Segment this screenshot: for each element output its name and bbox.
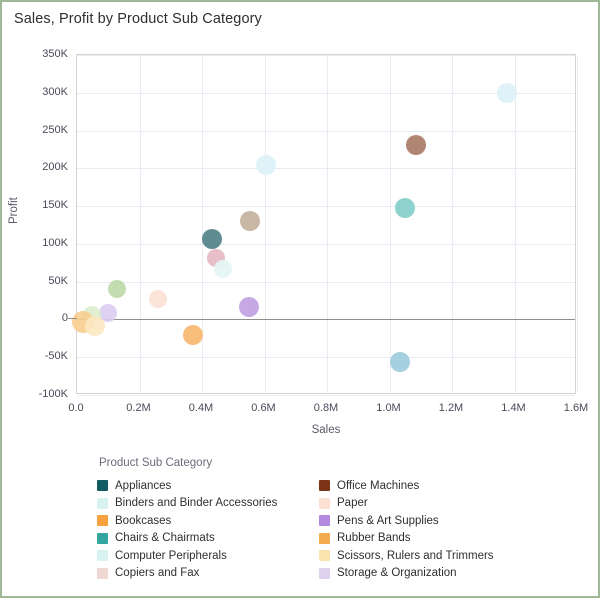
y-tick-label: 200K — [42, 161, 68, 174]
legend-item[interactable]: Office Machines — [319, 477, 527, 495]
data-point[interactable] — [389, 351, 410, 372]
page-title: Sales, Profit by Product Sub Category — [14, 11, 262, 27]
data-point[interactable] — [497, 82, 517, 103]
legend-color-swatch — [319, 497, 330, 509]
legend-color-swatch — [97, 532, 108, 544]
legend-item[interactable]: Paper — [319, 495, 527, 513]
x-tick-label: 1.6M — [563, 402, 589, 414]
gridline-vertical — [327, 55, 328, 393]
data-point[interactable] — [395, 197, 416, 218]
legend-item[interactable]: Rubber Bands — [319, 530, 527, 548]
gridline-vertical — [139, 55, 141, 393]
gridline-horizontal — [77, 281, 575, 283]
data-point[interactable] — [238, 297, 259, 318]
gridline-vertical — [514, 55, 516, 393]
legend-item-label: Copiers and Fax — [115, 567, 200, 580]
legend-color-swatch — [97, 515, 108, 527]
plot-wrapper: Profit Sales 350K 300K 250K 200K 150K 100K 50K… — [2, 2, 598, 447]
x-axis-label: Sales — [311, 424, 341, 436]
gridline-vertical — [202, 55, 203, 393]
gridline-vertical — [389, 55, 391, 393]
data-point[interactable] — [99, 304, 118, 323]
legend-item-label: Office Machines — [337, 479, 420, 492]
y-tick-label: 100K — [42, 236, 68, 249]
legend-items: Appliances Office Machines Binders and Bin… — [97, 477, 527, 582]
x-tick-label: 0.8M — [313, 402, 339, 414]
zero-baseline — [77, 319, 575, 321]
x-tick-label: 0.2M — [126, 402, 151, 414]
y-tick-label: -100K — [38, 388, 68, 400]
y-tick-label: 250K — [42, 123, 68, 136]
data-point[interactable] — [149, 290, 168, 309]
legend-item[interactable]: Bookcases — [97, 512, 307, 530]
gridline-vertical — [264, 55, 266, 393]
x-tick-label: 1.4M — [501, 402, 526, 414]
legend-item[interactable]: Computer Peripherals — [97, 547, 307, 565]
legend-color-swatch — [319, 567, 330, 579]
data-point[interactable] — [182, 325, 203, 346]
gridline-horizontal — [77, 243, 575, 245]
legend-item-label: Computer Peripherals — [115, 549, 227, 562]
legend-item[interactable]: Copiers and Fax — [97, 565, 307, 583]
data-point[interactable] — [213, 259, 232, 278]
gridline-horizontal — [77, 395, 575, 396]
legend: Product Sub Category Appliances Office Ma… — [97, 457, 527, 596]
legend-item-label: Paper — [337, 497, 368, 510]
legend-item-label: Chairs & Chairmats — [115, 532, 215, 545]
y-tick-label: 50K — [48, 274, 68, 287]
x-tick-label: 1.0M — [376, 402, 401, 414]
legend-color-swatch — [97, 567, 108, 579]
legend-color-swatch — [97, 550, 108, 562]
gridline-horizontal — [77, 357, 575, 359]
data-point[interactable] — [84, 316, 105, 337]
data-point[interactable] — [406, 134, 427, 155]
y-tick-label: 150K — [42, 199, 68, 212]
scatter-plot-area — [72, 54, 578, 396]
data-point[interactable] — [256, 154, 277, 175]
legend-item[interactable]: Storage & Organization — [319, 565, 527, 583]
gridline-horizontal — [77, 55, 575, 56]
legend-item[interactable]: Scissors, Rulers and Trimmers — [319, 547, 527, 565]
legend-item-label: Appliances — [115, 479, 172, 492]
legend-item-label: Rubber Bands — [337, 532, 411, 545]
legend-item-label: Storage & Organization — [337, 567, 457, 580]
zero-baseline-extension — [68, 318, 77, 320]
legend-color-swatch — [97, 480, 108, 492]
legend-item[interactable]: Binders and Binder Accessories — [97, 495, 307, 513]
gridline-vertical — [577, 55, 578, 393]
data-point[interactable] — [202, 228, 222, 249]
legend-color-swatch — [319, 480, 330, 492]
gridline-vertical — [452, 55, 453, 393]
legend-item-label: Bookcases — [115, 514, 172, 527]
legend-color-swatch — [319, 550, 330, 562]
gridline-horizontal — [77, 92, 575, 94]
legend-item-label: Scissors, Rulers and Trimmers — [337, 549, 494, 562]
legend-color-swatch — [319, 515, 330, 527]
legend-item-label: Pens & Art Supplies — [337, 514, 439, 527]
x-tick-label: 1.2M — [438, 402, 464, 414]
data-point[interactable] — [108, 280, 126, 299]
legend-item[interactable]: Pens & Art Supplies — [319, 512, 527, 530]
x-tick-label: 0.0 — [68, 402, 84, 414]
legend-color-swatch — [97, 497, 108, 509]
x-tick-label: 0.4M — [188, 402, 214, 414]
gridline-horizontal — [77, 168, 575, 170]
data-point[interactable] — [239, 211, 260, 232]
gridline-horizontal — [77, 206, 575, 208]
legend-color-swatch — [319, 532, 330, 544]
legend-item[interactable]: Chairs & Chairmats — [97, 530, 307, 548]
legend-title: Product Sub Category — [99, 457, 213, 469]
x-tick-label: 0.6M — [251, 402, 276, 414]
y-tick-label: 300K — [42, 85, 68, 98]
y-tick-label: 350K — [42, 48, 68, 60]
gridline-horizontal — [77, 130, 575, 132]
y-tick-label: 0 — [61, 312, 68, 325]
legend-item[interactable]: Appliances — [97, 477, 307, 495]
y-tick-label: -50K — [44, 350, 68, 363]
legend-item-label: Binders and Binder Accessories — [115, 497, 278, 510]
